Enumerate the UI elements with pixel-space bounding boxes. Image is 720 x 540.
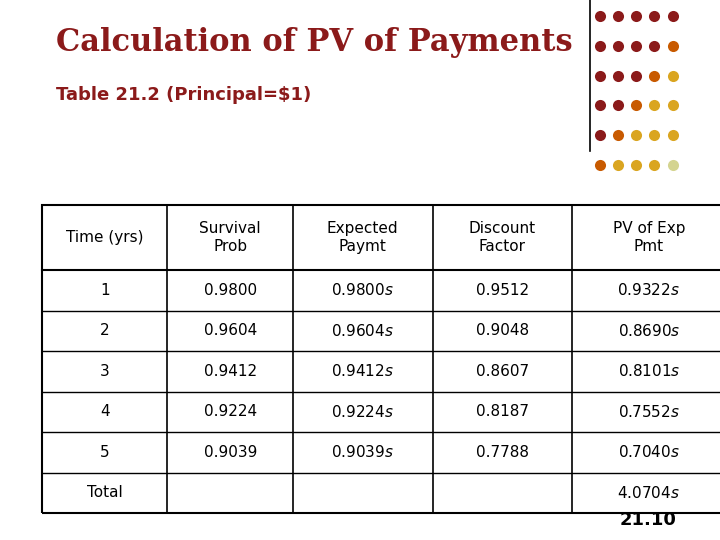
Text: 0.9048: 0.9048 — [476, 323, 529, 338]
Text: 0.9604$\mathit{s}$: 0.9604$\mathit{s}$ — [331, 323, 395, 339]
Text: 0.7552$\mathit{s}$: 0.7552$\mathit{s}$ — [618, 404, 680, 420]
Text: 0.9039: 0.9039 — [204, 445, 257, 460]
Text: 0.9800$\mathit{s}$: 0.9800$\mathit{s}$ — [331, 282, 395, 298]
Text: Table 21.2 (Principal=$1): Table 21.2 (Principal=$1) — [56, 86, 311, 104]
Text: 0.9800: 0.9800 — [204, 283, 257, 298]
Text: Total: Total — [87, 485, 122, 500]
Text: 4: 4 — [100, 404, 109, 419]
Text: 0.7040$\mathit{s}$: 0.7040$\mathit{s}$ — [618, 444, 680, 460]
Text: 0.8101$\mathit{s}$: 0.8101$\mathit{s}$ — [618, 363, 680, 379]
Text: 0.8187: 0.8187 — [476, 404, 528, 419]
Text: 0.9604: 0.9604 — [204, 323, 257, 338]
Bar — [42, 205, 720, 513]
Text: 0.9412$\mathit{s}$: 0.9412$\mathit{s}$ — [331, 363, 395, 379]
Text: 5: 5 — [100, 445, 109, 460]
Text: 0.9322$\mathit{s}$: 0.9322$\mathit{s}$ — [617, 282, 680, 298]
Text: Expected
Paymt: Expected Paymt — [327, 221, 399, 254]
Text: Time (yrs): Time (yrs) — [66, 230, 143, 245]
Text: 0.9039$\mathit{s}$: 0.9039$\mathit{s}$ — [331, 444, 395, 460]
Text: 4.0704$\mathit{s}$: 4.0704$\mathit{s}$ — [617, 485, 680, 501]
Text: Calculation of PV of Payments: Calculation of PV of Payments — [56, 27, 572, 58]
Text: 0.9512: 0.9512 — [476, 283, 529, 298]
Text: PV of Exp
Pmt: PV of Exp Pmt — [613, 221, 685, 254]
Text: 0.8690$\mathit{s}$: 0.8690$\mathit{s}$ — [618, 323, 680, 339]
Text: 0.8607: 0.8607 — [476, 364, 529, 379]
Text: 2: 2 — [100, 323, 109, 338]
Text: 1: 1 — [100, 283, 109, 298]
Text: Survival
Prob: Survival Prob — [199, 221, 261, 254]
Text: Discount
Factor: Discount Factor — [469, 221, 536, 254]
Text: 3: 3 — [100, 364, 109, 379]
Text: 0.9412: 0.9412 — [204, 364, 257, 379]
Text: 0.9224: 0.9224 — [204, 404, 257, 419]
Text: 21.10: 21.10 — [620, 511, 677, 529]
Text: 0.9224$\mathit{s}$: 0.9224$\mathit{s}$ — [331, 404, 394, 420]
Text: 0.7788: 0.7788 — [476, 445, 528, 460]
